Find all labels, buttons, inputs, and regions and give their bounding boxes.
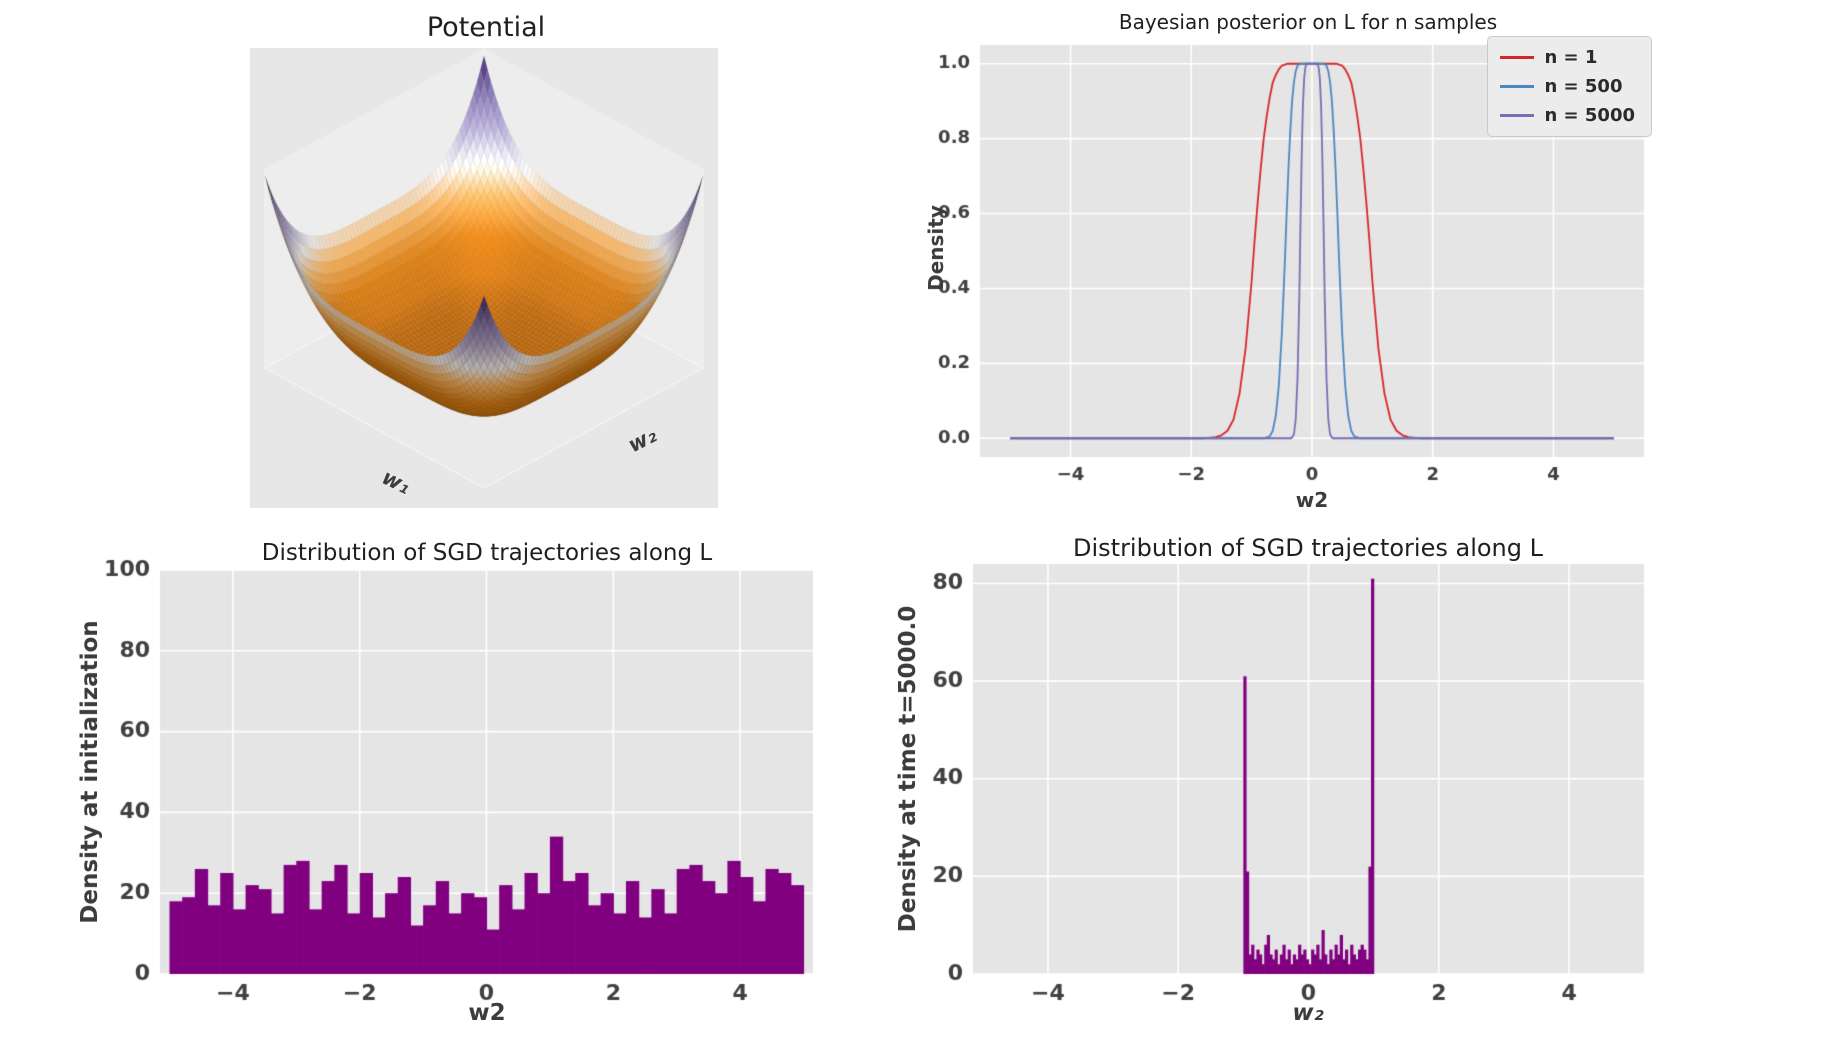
posterior-xlabel: w2 — [1295, 488, 1329, 512]
legend-label: n = 1 — [1544, 47, 1598, 68]
init-histogram-chart — [55, 538, 865, 1037]
init-histogram-xlabel: w2 — [468, 1000, 506, 1026]
legend-label: n = 5000 — [1544, 105, 1635, 126]
final-histogram-title: Distribution of SGD trajectories along L — [1073, 534, 1543, 562]
legend-label: n = 500 — [1544, 76, 1623, 97]
final-histogram-xlabel: w₂ — [1292, 1000, 1324, 1026]
potential-surface-plot — [250, 48, 718, 508]
potential-title: Potential — [426, 12, 546, 43]
legend-line-swatch — [1500, 114, 1535, 117]
legend-line-swatch — [1500, 56, 1535, 59]
legend-item: n = 500 — [1500, 76, 1635, 97]
legend-line-swatch — [1500, 85, 1535, 88]
legend: n = 1 n = 500 n = 5000 — [1487, 36, 1652, 137]
final-histogram-ylabel: Density at time t=5000.0 — [895, 605, 921, 933]
init-histogram-title: Distribution of SGD trajectories along L — [261, 540, 713, 566]
legend-item: n = 5000 — [1500, 105, 1635, 126]
init-histogram-ylabel: Density at initialization — [77, 620, 103, 924]
posterior-ylabel: Density — [924, 205, 948, 291]
final-histogram-chart — [875, 532, 1695, 1032]
posterior-title: Bayesian posterior on L for n samples — [1118, 10, 1498, 34]
legend-item: n = 1 — [1500, 47, 1635, 68]
